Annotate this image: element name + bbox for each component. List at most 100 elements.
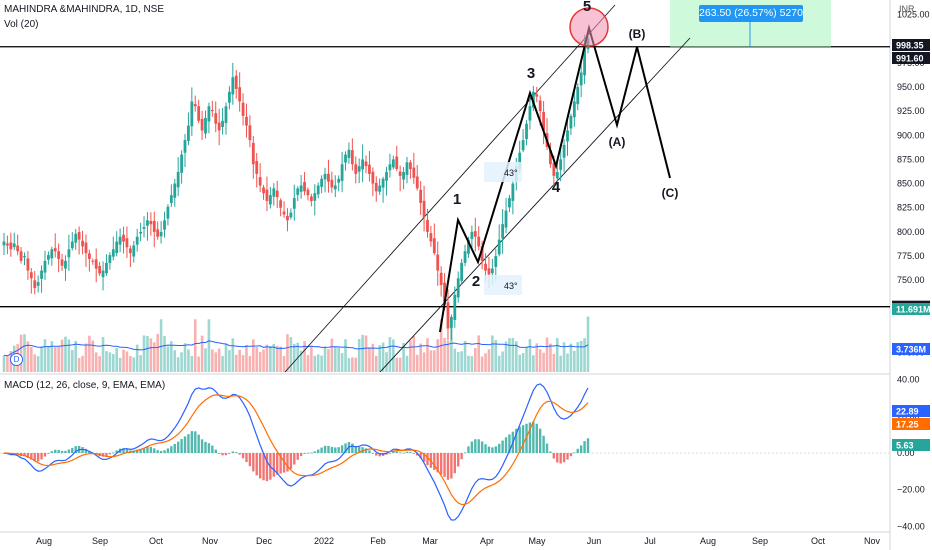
time-tick-label: Oct — [149, 536, 164, 546]
wave-label-w3: 3 — [527, 65, 535, 82]
candle-body — [484, 263, 487, 271]
volume-bar — [245, 344, 248, 372]
signal-line — [3, 394, 589, 506]
candle-body — [552, 163, 556, 176]
candle-body — [67, 249, 71, 258]
candle-body — [19, 251, 23, 261]
macd-histogram-bar — [293, 453, 296, 465]
volume-bar — [368, 348, 371, 372]
volume-bar — [156, 333, 159, 372]
time-tick-label: Aug — [36, 536, 52, 546]
volume-bar — [84, 343, 88, 372]
volume-bar — [337, 347, 340, 372]
volume-bar — [310, 345, 313, 372]
candle-body — [241, 102, 245, 116]
volume-bar — [255, 347, 259, 372]
macd-histogram-bar — [299, 453, 303, 456]
candle-body — [494, 256, 498, 267]
candle-body — [228, 91, 231, 103]
macd-histogram-bar — [395, 451, 398, 453]
macd-histogram-bar — [306, 452, 310, 454]
candle-body — [128, 248, 132, 254]
candle-body — [443, 282, 446, 305]
volume-bar — [388, 337, 392, 372]
volume-bar — [146, 335, 149, 372]
dividend-event-badge[interactable]: D — [10, 353, 23, 366]
wave-label-w2: 2 — [472, 273, 480, 290]
macd-histogram-bar — [74, 446, 77, 453]
candle-body — [70, 241, 74, 249]
candle-body — [91, 260, 95, 262]
volume-bar — [508, 338, 511, 372]
macd-histogram-bar — [477, 439, 480, 453]
candle-body — [262, 187, 265, 194]
candle-body — [163, 220, 166, 230]
candle-body — [446, 302, 450, 329]
volume-bar — [316, 354, 320, 372]
macd-histogram-bar — [303, 453, 306, 454]
candle-body — [470, 231, 474, 239]
candle-body — [248, 125, 252, 141]
volume-bar — [60, 339, 64, 372]
macd-histogram-bar — [217, 453, 221, 454]
time-tick-label: May — [528, 536, 546, 546]
price-tick-label: 950.00 — [897, 82, 925, 92]
volume-bar — [43, 339, 47, 372]
macd-tick-label: 40.00 — [897, 375, 920, 385]
macd-histogram-bar — [323, 445, 327, 453]
macd-histogram-bar — [176, 441, 180, 453]
candle-body — [473, 231, 477, 237]
macd-legend[interactable]: MACD (12, 26, close, 9, EMA, EMA) — [4, 380, 166, 391]
volume-bar — [217, 348, 221, 372]
volume-bar — [262, 349, 265, 372]
volume-bar — [152, 342, 156, 372]
candle-body — [549, 150, 552, 165]
volume-bar — [559, 355, 562, 372]
macd-histogram-bar — [443, 453, 446, 477]
volume-bar — [426, 338, 429, 372]
candle-body — [118, 236, 122, 245]
target-measure-label[interactable]: 263.50 (26.57%) 5270 — [699, 5, 803, 22]
candle-body — [347, 149, 351, 158]
macd-histogram-bar — [40, 453, 43, 460]
macd-histogram-bar — [57, 449, 60, 453]
macd-histogram-bar — [405, 451, 409, 453]
volume-bar — [180, 352, 183, 372]
candle-body — [395, 156, 399, 170]
macd-histogram-bar — [518, 426, 521, 453]
candle-body — [251, 142, 255, 165]
candle-body — [405, 162, 409, 175]
macd-histogram-bar — [125, 449, 129, 453]
macd-tick-label: −20.00 — [897, 485, 925, 495]
symbol-title[interactable]: MAHINDRA &MAHINDRA, 1D, NSE — [4, 4, 165, 15]
time-tick-label: Oct — [811, 536, 826, 546]
angle-label: 43° — [504, 281, 518, 291]
macd-histogram-bar — [112, 452, 115, 454]
elliott-wave-path — [439, 24, 671, 333]
candle-body — [9, 242, 13, 250]
volume-bar — [494, 340, 498, 372]
macd-histogram-bar — [54, 449, 57, 453]
volume-bar — [566, 353, 569, 372]
wave-label-w1: 1 — [453, 191, 461, 208]
candle-body — [36, 282, 40, 286]
volume-bar — [453, 348, 457, 372]
candle-body — [456, 278, 460, 298]
candle-body — [320, 178, 324, 187]
candle-body — [453, 294, 457, 320]
macd-histogram-bar — [474, 439, 477, 453]
time-tick-label: Sep — [92, 536, 108, 546]
macd-histogram-bar — [569, 453, 573, 457]
macd-histogram-bar — [36, 453, 40, 462]
macd-histogram-bar — [221, 453, 224, 456]
volume-bar — [50, 341, 54, 372]
volume-bar — [105, 351, 108, 372]
macd-histogram-bar — [170, 446, 173, 453]
candle-body — [43, 260, 47, 273]
candle-body — [152, 220, 156, 232]
macd-histogram-bar — [388, 452, 392, 454]
candle-body — [132, 245, 136, 257]
macd-histogram-bar — [255, 453, 258, 476]
volume-legend[interactable]: Vol (20) — [4, 19, 39, 30]
